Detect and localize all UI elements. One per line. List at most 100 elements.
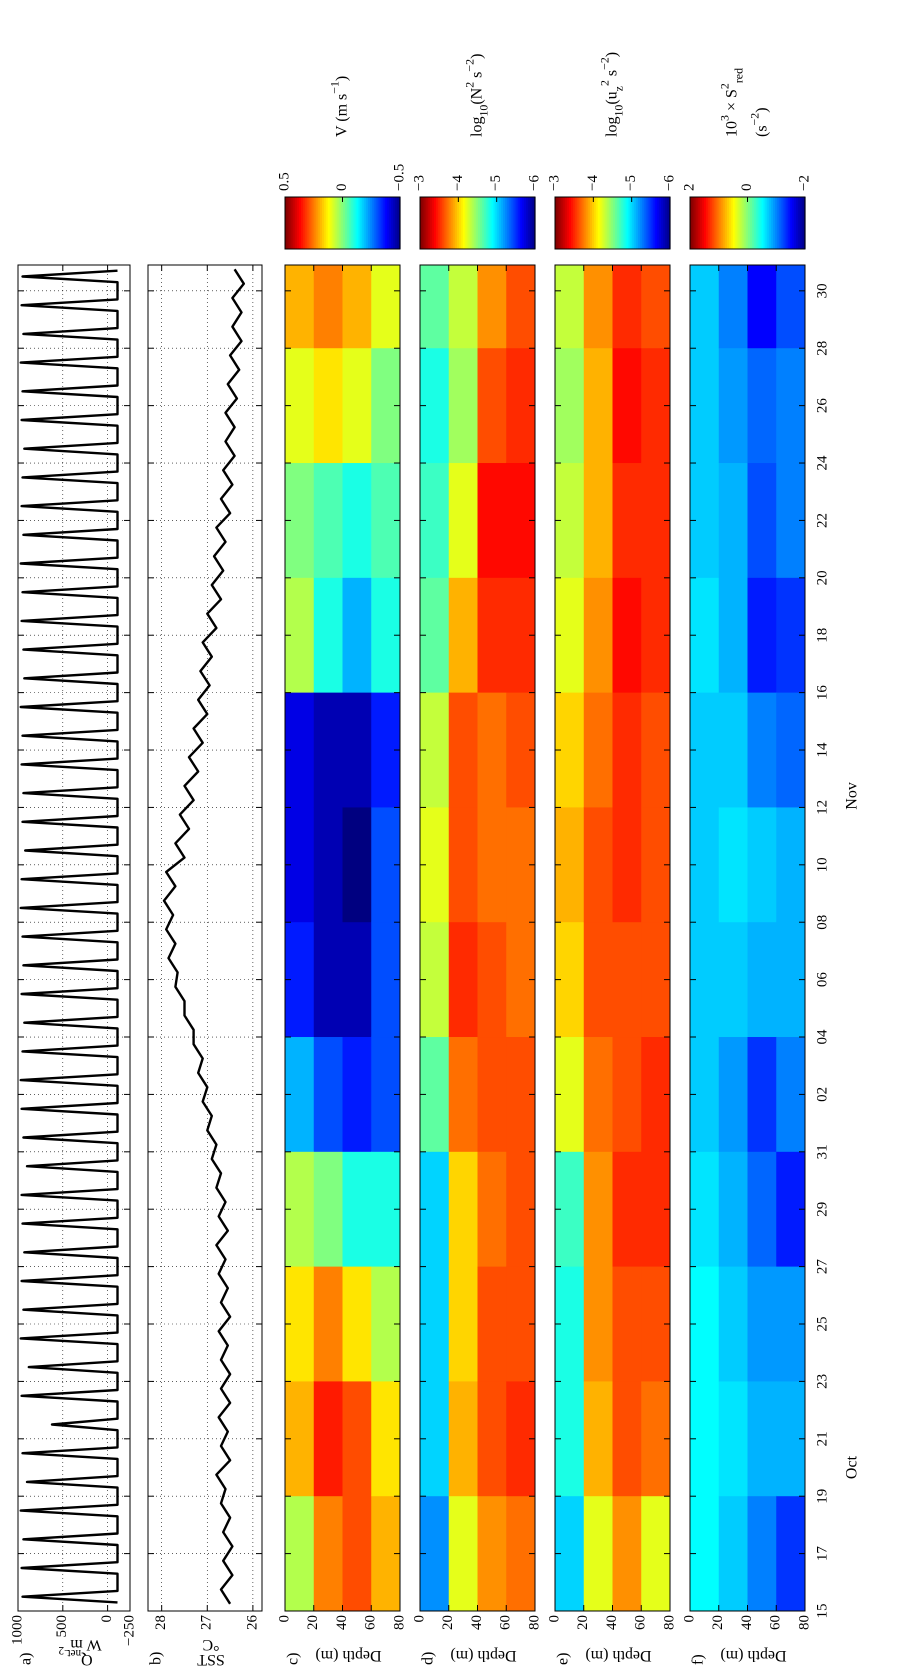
- heat-cell: [342, 921, 372, 1038]
- colorbar-frame: [554, 196, 671, 250]
- heat-cell: [690, 265, 720, 349]
- heat-cell: [776, 921, 805, 1038]
- colorbar-strip: [576, 197, 579, 249]
- colorbar-strip: [388, 197, 392, 249]
- colorbar-strip: [604, 197, 608, 249]
- colorbar-strip: [375, 197, 378, 249]
- heat-cell: [612, 1495, 642, 1611]
- heat-cell: [690, 1495, 720, 1611]
- colorbar-strip: [724, 197, 728, 249]
- heat-cell: [776, 1151, 805, 1267]
- heat-cell: [718, 1151, 748, 1267]
- colorbar-strip: [597, 197, 600, 249]
- label-part: W m: [70, 1636, 102, 1653]
- heat-cell: [448, 265, 478, 349]
- colorbar-strip: [300, 197, 303, 249]
- heat-cell: [583, 1036, 613, 1152]
- heat-cell: [342, 1036, 372, 1152]
- heat-cell: [371, 1036, 400, 1152]
- colorbar-tick-label: −6: [661, 175, 677, 191]
- heat-cell: [448, 921, 478, 1038]
- panel-label: b): [147, 1652, 164, 1665]
- colorbar-strip: [460, 197, 463, 249]
- heat-cell: [690, 1380, 720, 1497]
- colorbar-strip: [616, 197, 619, 249]
- heat-cell: [342, 265, 372, 349]
- colorbar-strip: [701, 197, 705, 249]
- colorbar-strip: [477, 197, 481, 249]
- colorbar-strip: [431, 197, 435, 249]
- colorbar-strip: [331, 197, 334, 249]
- heat-cell: [448, 1495, 478, 1611]
- colorbar-strip: [606, 197, 610, 249]
- heat-cell: [313, 806, 343, 923]
- heat-cell: [555, 692, 585, 808]
- heat-cell: [285, 806, 315, 923]
- heat-cell: [747, 1380, 777, 1497]
- colorbar-strip: [327, 197, 330, 249]
- colorbar-strip: [785, 197, 789, 249]
- colorbar-strip: [363, 197, 367, 249]
- colorbar-strip: [572, 197, 575, 249]
- colorbar-strip: [355, 197, 359, 249]
- heat-cell: [313, 577, 343, 693]
- colorbar-strip: [512, 197, 515, 249]
- colorbar-strip: [521, 197, 525, 249]
- label-part: red: [731, 68, 745, 83]
- heat-cell: [477, 1036, 507, 1152]
- x-tick-label: 17: [814, 1546, 830, 1562]
- colorbar-strip: [637, 197, 640, 249]
- colorbar-strip: [793, 197, 797, 249]
- heat-cell: [420, 265, 450, 349]
- colorbar-tick-label: −0.5: [391, 164, 407, 191]
- colorbar-strip: [585, 197, 589, 249]
- heat-cell: [555, 577, 585, 693]
- colorbar-strip: [783, 197, 787, 249]
- heat-cell: [776, 1266, 805, 1382]
- colorbar-strip: [527, 197, 530, 249]
- heat-cell: [583, 921, 613, 1038]
- colorbar-strip: [304, 197, 307, 249]
- colorbar-strip: [450, 197, 454, 249]
- heat-cell: [506, 806, 535, 923]
- heat-cell: [583, 1151, 613, 1267]
- colorbar-strip: [745, 197, 749, 249]
- colorbar-strip: [479, 197, 482, 249]
- colorbar-strip: [487, 197, 490, 249]
- label-part: Q: [81, 1651, 93, 1668]
- y-tick-label: 28: [153, 1615, 169, 1630]
- colorbar-strip: [483, 197, 486, 249]
- heat-cell: [477, 692, 507, 808]
- colorbar-strip: [648, 197, 652, 249]
- colorbar-strip: [562, 197, 566, 249]
- colorbar-strip: [425, 197, 429, 249]
- x-tick-label: 23: [814, 1374, 830, 1389]
- colorbar-strip: [629, 197, 633, 249]
- colorbar-strip: [587, 197, 591, 249]
- label-part: −2: [462, 59, 476, 72]
- label-part: ): [333, 76, 350, 81]
- colorbar-strip: [292, 197, 296, 249]
- colorbar-strip: [490, 197, 494, 249]
- x-tick-label: 12: [814, 800, 830, 815]
- colorbar-strip: [285, 197, 288, 249]
- heat-cell: [371, 462, 400, 578]
- colorbar-strip: [365, 197, 369, 249]
- heat-cell: [285, 1036, 315, 1152]
- colorbar-strip: [762, 197, 766, 249]
- colorbar-strip: [601, 197, 604, 249]
- colorbar-strip: [290, 197, 294, 249]
- colorbar-strip: [691, 197, 695, 249]
- heat-cell: [776, 1380, 805, 1497]
- colorbar-strip: [446, 197, 450, 249]
- y-tick-label: 0: [411, 1615, 427, 1623]
- series-line: [162, 268, 245, 1605]
- heat-cell: [477, 577, 507, 693]
- heat-cell: [477, 347, 507, 464]
- heat-cell: [641, 692, 670, 808]
- colorbar-strip: [772, 197, 775, 249]
- label-part: s: [603, 70, 620, 80]
- heat-cell: [776, 692, 805, 808]
- axis-label: Depth (m): [315, 1647, 381, 1664]
- y-tick-label: 60: [363, 1615, 379, 1630]
